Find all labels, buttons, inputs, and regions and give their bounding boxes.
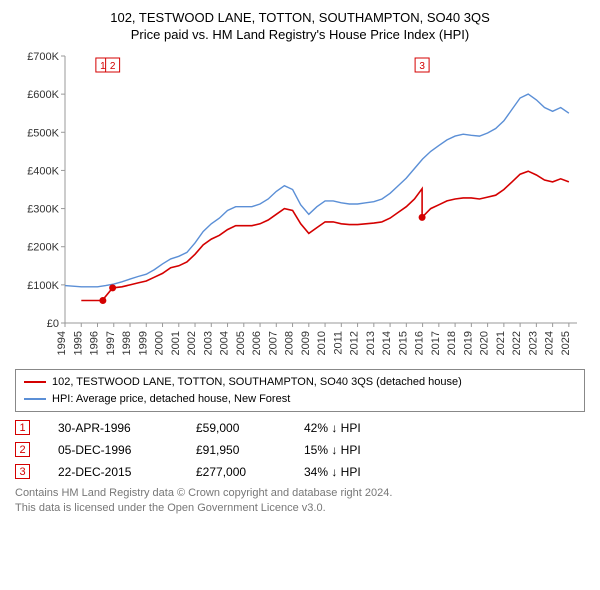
svg-text:2012: 2012: [349, 331, 361, 355]
event-date: 30-APR-1996: [58, 421, 168, 435]
chart-title: 102, TESTWOOD LANE, TOTTON, SOUTHAMPTON,…: [15, 10, 585, 25]
svg-text:£300K: £300K: [27, 204, 59, 216]
svg-text:1994: 1994: [56, 331, 68, 355]
event-price: £59,000: [196, 421, 276, 435]
svg-text:2014: 2014: [381, 331, 393, 355]
svg-text:£500K: £500K: [27, 127, 59, 139]
event-price: £277,000: [196, 465, 276, 479]
svg-text:1995: 1995: [72, 331, 84, 355]
legend-row-1: HPI: Average price, detached house, New …: [24, 391, 576, 408]
svg-text:1996: 1996: [89, 331, 101, 355]
svg-text:2003: 2003: [202, 331, 214, 355]
svg-text:2025: 2025: [560, 331, 572, 355]
svg-text:2002: 2002: [186, 331, 198, 355]
svg-text:2006: 2006: [251, 331, 263, 355]
svg-text:2007: 2007: [267, 331, 279, 355]
footer-line-1: Contains HM Land Registry data © Crown c…: [15, 486, 585, 501]
svg-text:2005: 2005: [235, 331, 247, 355]
event-delta: 15% ↓ HPI: [304, 443, 361, 457]
svg-text:2023: 2023: [527, 331, 539, 355]
event-row-2: 2 05-DEC-1996 £91,950 15% ↓ HPI: [15, 442, 585, 457]
event-price: £91,950: [196, 443, 276, 457]
event-date: 05-DEC-1996: [58, 443, 168, 457]
sale-events-table: 1 30-APR-1996 £59,000 42% ↓ HPI 2 05-DEC-1996…: [15, 420, 585, 479]
legend-swatch: [24, 381, 46, 383]
svg-text:2013: 2013: [365, 331, 377, 355]
event-row-3: 3 22-DEC-2015 £277,000 34% ↓ HPI: [15, 464, 585, 479]
svg-text:£100K: £100K: [27, 280, 59, 292]
svg-text:2022: 2022: [511, 331, 523, 355]
svg-text:2018: 2018: [446, 331, 458, 355]
event-number: 2: [15, 442, 30, 457]
svg-text:3: 3: [419, 61, 425, 72]
chart-subtitle: Price paid vs. HM Land Registry's House …: [15, 27, 585, 42]
legend-row-0: 102, TESTWOOD LANE, TOTTON, SOUTHAMPTON,…: [24, 374, 576, 391]
footer-line-2: This data is licensed under the Open Gov…: [15, 501, 585, 516]
svg-text:1997: 1997: [105, 331, 117, 355]
svg-text:2: 2: [110, 61, 116, 72]
legend-label: 102, TESTWOOD LANE, TOTTON, SOUTHAMPTON,…: [52, 374, 462, 391]
svg-text:2001: 2001: [170, 331, 182, 355]
svg-text:1998: 1998: [121, 331, 133, 355]
svg-text:£0: £0: [47, 318, 59, 330]
svg-text:2017: 2017: [430, 331, 442, 355]
event-number: 3: [15, 464, 30, 479]
price-chart: £0 £100K £200K £300K £400K £500K £600K £700K 199…: [15, 48, 585, 363]
sale-point-2: [109, 284, 116, 291]
event-number: 1: [15, 420, 30, 435]
svg-text:£700K: £700K: [27, 51, 59, 63]
event-delta: 34% ↓ HPI: [304, 465, 361, 479]
svg-text:2011: 2011: [332, 331, 344, 355]
svg-text:2024: 2024: [544, 331, 556, 355]
sale-point-3: [419, 214, 426, 221]
svg-text:2021: 2021: [495, 331, 507, 355]
svg-text:1999: 1999: [137, 331, 149, 355]
svg-text:£600K: £600K: [27, 89, 59, 101]
svg-text:£200K: £200K: [27, 242, 59, 254]
svg-text:2008: 2008: [284, 331, 296, 355]
sale-point-1: [99, 297, 106, 304]
svg-text:2000: 2000: [154, 331, 166, 355]
svg-text:2004: 2004: [219, 331, 231, 355]
legend: 102, TESTWOOD LANE, TOTTON, SOUTHAMPTON,…: [15, 369, 585, 412]
legend-swatch: [24, 398, 46, 400]
event-date: 22-DEC-2015: [58, 465, 168, 479]
event-delta: 42% ↓ HPI: [304, 421, 361, 435]
svg-text:£400K: £400K: [27, 165, 59, 177]
series-hpi: [65, 94, 569, 287]
svg-text:2019: 2019: [462, 331, 474, 355]
svg-text:2020: 2020: [479, 331, 491, 355]
svg-text:2010: 2010: [316, 331, 328, 355]
svg-text:2016: 2016: [414, 331, 426, 355]
svg-text:2009: 2009: [300, 331, 312, 355]
svg-text:2015: 2015: [397, 331, 409, 355]
legend-label: HPI: Average price, detached house, New …: [52, 391, 290, 408]
data-attribution: Contains HM Land Registry data © Crown c…: [15, 486, 585, 516]
series-subject: [81, 171, 569, 300]
event-row-1: 1 30-APR-1996 £59,000 42% ↓ HPI: [15, 420, 585, 435]
